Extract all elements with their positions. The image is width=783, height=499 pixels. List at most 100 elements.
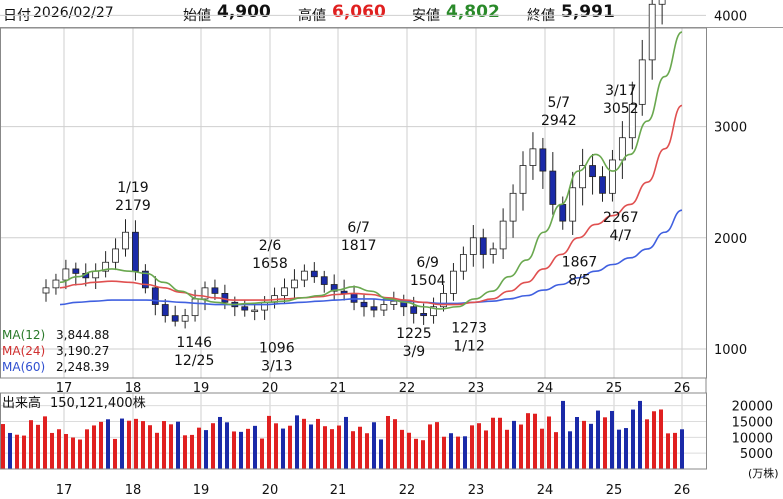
x-tick-label: 18 [125, 381, 142, 396]
volume-bar [421, 440, 425, 469]
vol-x-tick-label: 17 [56, 483, 73, 498]
volume-bar [302, 418, 306, 469]
annotation-value: 1658 [252, 256, 288, 272]
annotation-value: 8/5 [568, 273, 591, 289]
candle-body [499, 220, 507, 250]
candle-body [112, 248, 119, 263]
candle-body [350, 292, 358, 303]
volume-bar [78, 439, 82, 469]
annotation-date: 6/7 [347, 220, 370, 236]
volume-unit: (万株) [748, 466, 779, 480]
candle-body [489, 248, 497, 255]
volume-bar [169, 424, 173, 469]
volume-bar [498, 417, 502, 469]
volume-bar [666, 433, 670, 469]
open-value: 4,900 [217, 2, 271, 22]
volume-bar [554, 432, 558, 469]
volume-bar [477, 423, 481, 469]
annotation-value: 2179 [115, 198, 151, 214]
x-tick-label: 17 [56, 381, 73, 396]
volume-bar [358, 426, 362, 469]
candle-body [72, 268, 80, 274]
candle-body [390, 300, 398, 305]
x-tick-label: 21 [330, 381, 347, 396]
annotation-date: 1146 [176, 335, 212, 351]
high-label: 高値 [298, 8, 326, 24]
volume-bar [568, 431, 572, 469]
volume-bar [176, 421, 180, 469]
candle-body [291, 279, 298, 289]
volume-bars [1, 400, 684, 469]
volume-bar [386, 415, 390, 469]
volume-bar [8, 432, 12, 469]
candle-body [300, 270, 308, 281]
vol-y-tick-label: 10000 [732, 431, 773, 446]
volume-bar [148, 425, 152, 469]
volume-bar [323, 426, 327, 469]
candle-body [638, 59, 646, 105]
annotation-date: 2267 [603, 210, 639, 226]
ma60-line [59, 209, 683, 306]
candle-body [549, 170, 557, 205]
candle-body [380, 304, 388, 311]
volume-value: 150,121,400株 [50, 396, 146, 411]
volume-bar [281, 428, 285, 469]
high-value: 6,060 [332, 2, 386, 22]
ma12-value: 3,844.88 [56, 328, 109, 342]
annotation-value: 1/12 [453, 339, 484, 355]
volume-bar [526, 413, 530, 469]
annotation-date: 2/6 [259, 238, 282, 254]
candle-body [410, 306, 418, 314]
candle-body [420, 313, 428, 317]
volume-bar [407, 432, 411, 469]
volume-bar [351, 431, 355, 469]
open-label: 始値 [183, 8, 211, 24]
vol-x-tick-label: 25 [606, 483, 623, 498]
chart-frame [0, 27, 707, 470]
vol-x-tick-label: 21 [330, 483, 347, 498]
vol-x-tick-label: 22 [399, 483, 416, 498]
candle-body [628, 103, 636, 139]
volume-bar [442, 436, 446, 469]
volume-bar [624, 428, 628, 469]
volume-bar [246, 428, 250, 469]
volume-bar [260, 438, 264, 469]
candle-body [211, 287, 219, 294]
x-tick-label: 26 [674, 381, 691, 396]
candle-body [171, 315, 179, 322]
candle-body [320, 276, 328, 285]
annotation-value: 3/9 [403, 344, 426, 360]
candle-body [599, 176, 606, 194]
candle-body [469, 237, 477, 255]
annotation-date: 1096 [259, 340, 295, 356]
volume-bar [652, 411, 656, 469]
annotation-date: 3/17 [605, 83, 636, 99]
volume-bar [561, 400, 565, 469]
price-panel-border [0, 27, 707, 379]
volume-bar [253, 425, 257, 469]
x-tick-label: 19 [193, 381, 210, 396]
candle-body [529, 148, 537, 166]
annotation-date: 5/7 [548, 95, 571, 111]
candle-body [181, 315, 189, 322]
volume-bar [365, 433, 369, 469]
volume-bar [134, 418, 138, 469]
candle-body [251, 309, 259, 312]
vol-x-tick-label: 18 [125, 483, 142, 498]
ma12-line [59, 31, 683, 310]
volume-bar [484, 430, 488, 469]
annotations: 1/19 2179 1146 12/25 2/6 1658 1096 3/13 6/7 1817 1… [115, 83, 639, 375]
volume-bar [1, 424, 5, 469]
volume-bar [15, 434, 19, 469]
volume-bar [491, 417, 495, 469]
vol-x-tick-label: 26 [674, 483, 691, 498]
candle-body [479, 237, 487, 255]
volume-bar [596, 410, 600, 469]
volume-bar [540, 428, 544, 469]
volume-bar [36, 424, 40, 469]
candle-body [92, 270, 100, 279]
volume-bar [589, 423, 593, 469]
candle-body [658, 0, 666, 5]
candle-body [539, 148, 547, 172]
